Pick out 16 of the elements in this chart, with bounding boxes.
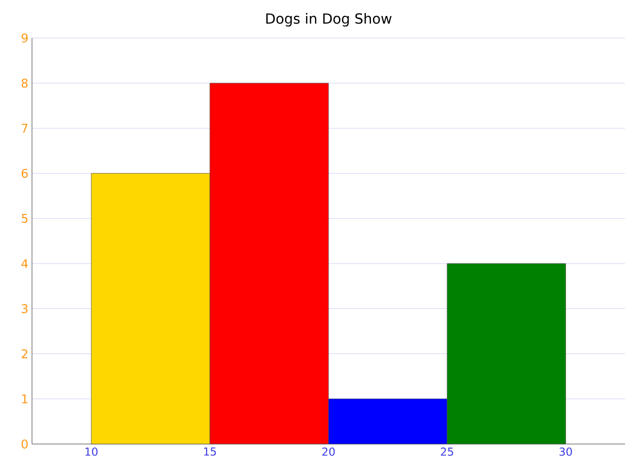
y-tick-label: 4: [21, 259, 28, 268]
x-tick-label: 25: [440, 448, 454, 456]
x-tick-label: 15: [204, 448, 216, 456]
y-tick-label: 3: [22, 304, 28, 314]
y-tick-label: 9: [22, 33, 28, 43]
y-tick-label: 7: [22, 124, 28, 133]
y-tick-label: 0: [22, 439, 28, 449]
x-tick-label: 30: [560, 448, 572, 456]
y-tick-label: 1: [22, 394, 28, 404]
x-tick-label: 10: [86, 448, 98, 456]
y-tick-label: 8: [22, 78, 28, 88]
chart-title: Dogs in Dog Show: [266, 13, 392, 27]
y-tick-label: 6: [22, 168, 28, 178]
y-tick-label: 5: [22, 214, 28, 223]
y-tick-label: 2: [22, 349, 28, 358]
x-tick-label: 20: [322, 448, 335, 456]
